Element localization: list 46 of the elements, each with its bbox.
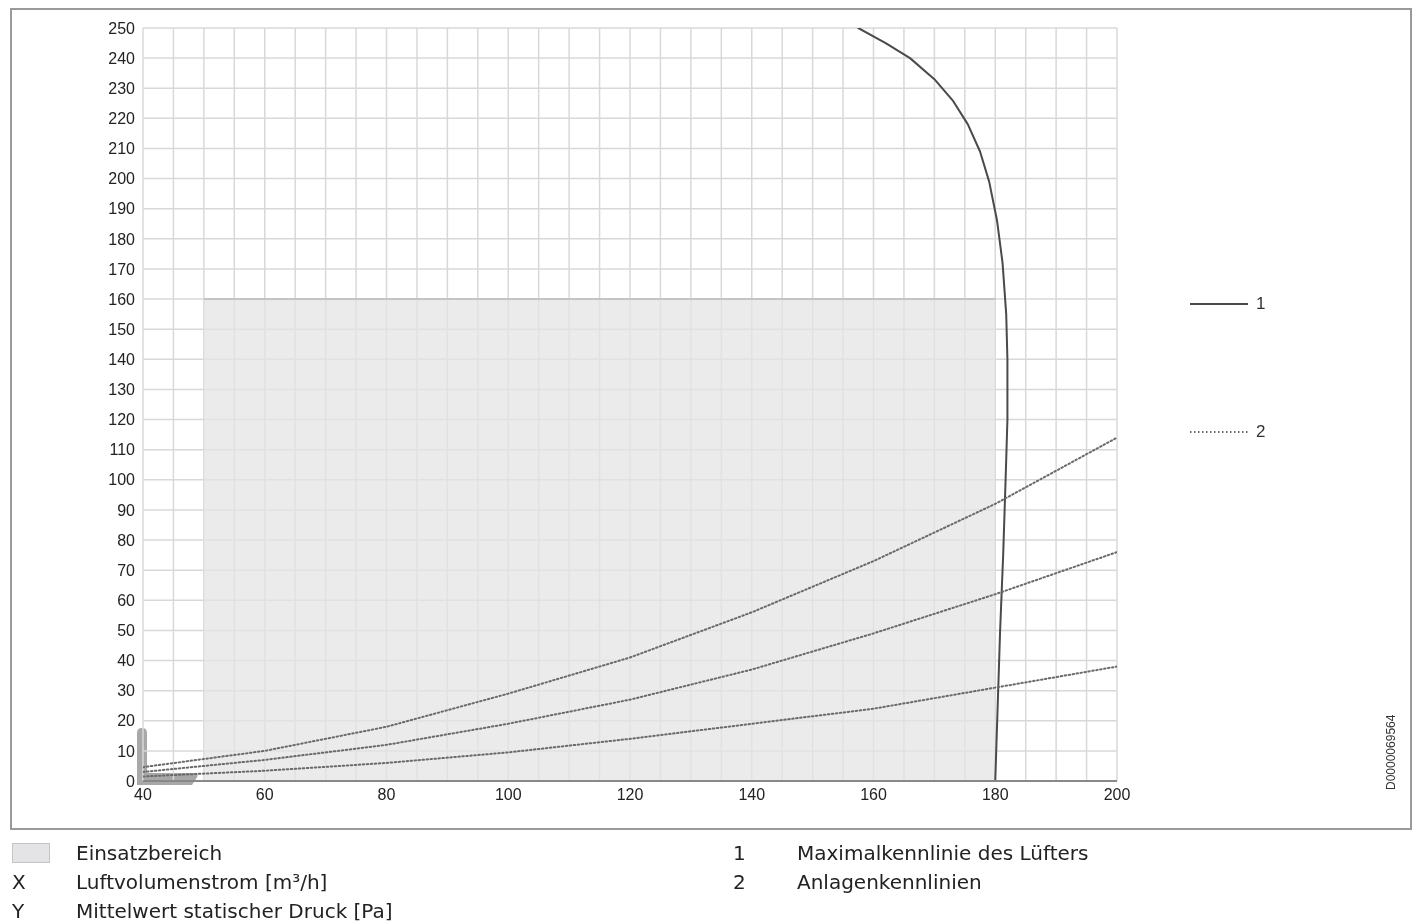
text: X Luftvolumenstrom [m³/h] <box>12 869 328 894</box>
text: 2 Anlagenkennlinien <box>733 869 982 894</box>
y-tick-label: 60 <box>117 591 136 609</box>
x-tick-label: 180 <box>981 786 1009 804</box>
legend-label: Einsatzbereich <box>76 840 223 865</box>
y-tick-label: 30 <box>117 682 136 700</box>
legend-label: 2 <box>1256 422 1266 442</box>
y-tick-label: 250 <box>108 19 136 37</box>
y-tick-label: 220 <box>108 110 136 128</box>
y-tick-label: 160 <box>108 290 136 308</box>
legend-label: 1 <box>1256 294 1266 314</box>
y-tick-label: 190 <box>108 200 136 218</box>
y-tick-label: 150 <box>108 320 136 338</box>
text: Y Mittelwert statischer Druck [Pa] <box>12 898 393 923</box>
y-tick-label: 90 <box>117 501 136 519</box>
y-tick-label: 240 <box>108 49 136 67</box>
y-tick-label: 20 <box>117 712 136 730</box>
x-tick-label: 40 <box>134 786 152 804</box>
y-tick-label: 70 <box>117 561 136 579</box>
y-tick-label: 50 <box>117 622 136 640</box>
y-tick-label: 80 <box>117 531 136 549</box>
x-tick-label: 140 <box>738 786 766 804</box>
x-tick-label: 60 <box>255 786 274 804</box>
line-series <box>143 436 1117 769</box>
line-series <box>143 551 1117 773</box>
y-tick-label: 0 <box>126 772 136 790</box>
x-tick-label: 120 <box>616 786 644 804</box>
y-tick-label: 10 <box>117 742 136 760</box>
y-tick-label: 110 <box>109 441 136 459</box>
y-tick-label: 170 <box>108 260 136 278</box>
y-tick-label: 120 <box>108 411 136 429</box>
line-series <box>143 665 1117 778</box>
y-tick-label: 230 <box>108 79 136 97</box>
y-tick-label: 210 <box>108 140 136 158</box>
y-tick-label: 130 <box>108 381 136 399</box>
y-tick-label: 180 <box>108 230 136 248</box>
text: D0000069564 <box>1384 714 1398 790</box>
y-tick-label: 200 <box>108 170 136 188</box>
text: 1 Maximalkennlinie des Lüfters <box>733 840 1089 865</box>
x-tick-label: 160 <box>860 786 887 804</box>
x-tick-label: 80 <box>377 786 396 804</box>
x-tick-label: 200 <box>1103 786 1131 804</box>
x-tick-label: 100 <box>494 786 522 804</box>
y-tick-label: 40 <box>117 652 136 670</box>
y-tick-label: 100 <box>108 471 136 489</box>
y-tick-label: 140 <box>108 351 136 368</box>
